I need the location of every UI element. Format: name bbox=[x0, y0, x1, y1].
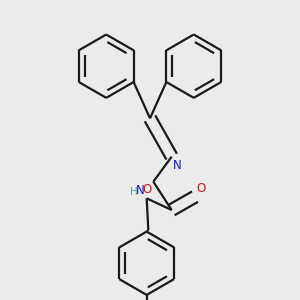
Text: O: O bbox=[197, 182, 206, 195]
Text: N: N bbox=[173, 159, 182, 172]
Text: N: N bbox=[136, 184, 145, 197]
Text: O: O bbox=[142, 183, 152, 196]
Text: H: H bbox=[130, 187, 138, 197]
